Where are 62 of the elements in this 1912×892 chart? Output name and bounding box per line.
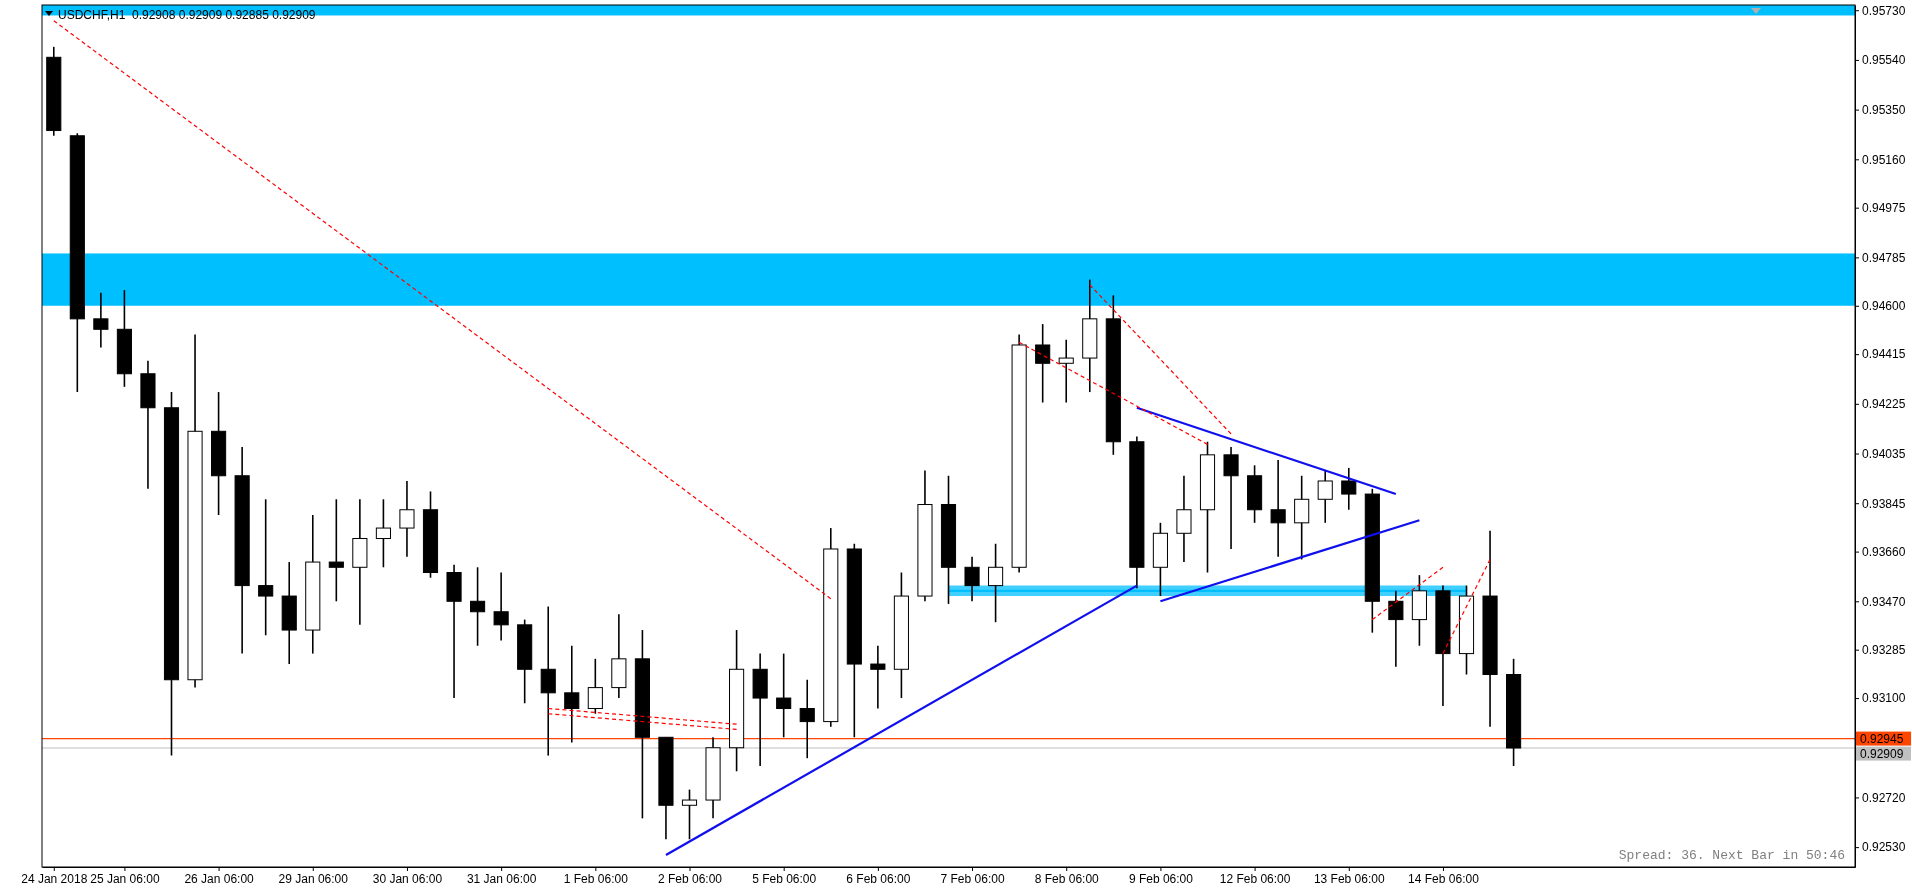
y-tick-label: 0.94415 [1862,347,1906,362]
y-tick-label: 0.94035 [1862,446,1906,461]
candlestick [988,542,1004,624]
candlestick [776,652,792,739]
x-tick-label: 29 Jan 06:00 [278,871,349,886]
candlestick [799,678,815,759]
x-tick-label: 14 Feb 06:00 [1408,871,1480,886]
x-tick-label: 1 Feb 06:00 [563,871,629,886]
y-tick-label: 0.95350 [1862,102,1906,117]
candlestick [375,498,391,569]
y-tick-label: 0.93470 [1862,594,1906,609]
x-tick-label: 31 Jan 06:00 [466,871,537,886]
y-tick-label: 0.92720 [1862,790,1906,805]
y-tick-label: 0.94225 [1862,397,1906,412]
y-tick-label: 0.94975 [1862,201,1906,216]
candlestick [1317,469,1333,524]
candlestick [564,644,580,744]
candlestick [540,605,556,757]
y-tick-label: 0.95540 [1862,53,1906,68]
y-tick-label: 0.93285 [1862,643,1906,658]
x-tick-label: 13 Feb 06:00 [1313,871,1385,886]
y-tick-label: 0.92530 [1862,840,1906,855]
candlestick [470,566,486,647]
x-tick-label: 30 Jan 06:00 [372,871,443,886]
x-tick-label: 25 Jan 06:00 [90,871,160,886]
y-tick-label: 0.93660 [1862,544,1906,559]
y-tick-label: 0.94785 [1862,250,1906,265]
x-tick-label: 9 Feb 06:00 [1128,871,1194,886]
candlestick [399,480,415,558]
y-tick-label: 0.93100 [1862,691,1906,706]
candlestick [1176,474,1192,563]
candlestick [1058,338,1074,404]
candlestick [1294,474,1310,561]
x-tick-label: 6 Feb 06:00 [846,871,911,886]
candlestick [493,571,509,642]
x-tick-label: 12 Feb 06:00 [1219,871,1291,886]
x-tick-label: 5 Feb 06:00 [752,871,817,886]
candlestick [870,644,886,710]
ref-line-label: 0.92909 [1860,747,1904,762]
y-tick-label: 0.93845 [1862,496,1906,511]
x-tick-label: 8 Feb 06:00 [1034,871,1100,886]
candlestick [1223,446,1239,550]
candlestick [93,291,109,349]
candlestick [587,658,603,715]
candlestick [681,788,698,841]
candlestick [1341,467,1357,511]
candlestick [964,556,980,603]
candlestick [328,498,344,603]
x-tick-label: 7 Feb 06:00 [940,871,1005,886]
y-tick-label: 0.95160 [1862,152,1906,167]
candlestick [258,498,274,637]
x-tick-label: 24 Jan 2018 [21,871,88,886]
chart-title: USDCHF,H1 0.92908 0.92909 0.92885 0.92909 [58,8,316,22]
ref-line-label: 0.92945 [1860,732,1904,747]
y-tick-label: 0.95730 [1862,3,1906,18]
candlestick [1388,590,1404,668]
candlestick [1035,323,1051,404]
x-tick-label: 2 Feb 06:00 [657,871,723,886]
candlestick [1270,459,1286,558]
x-tick-label: 26 Jan 06:00 [184,871,255,886]
annotation: Spread: 36. Next Bar in 50:46 [1618,848,1845,863]
y-tick-label: 0.94600 [1862,299,1906,314]
